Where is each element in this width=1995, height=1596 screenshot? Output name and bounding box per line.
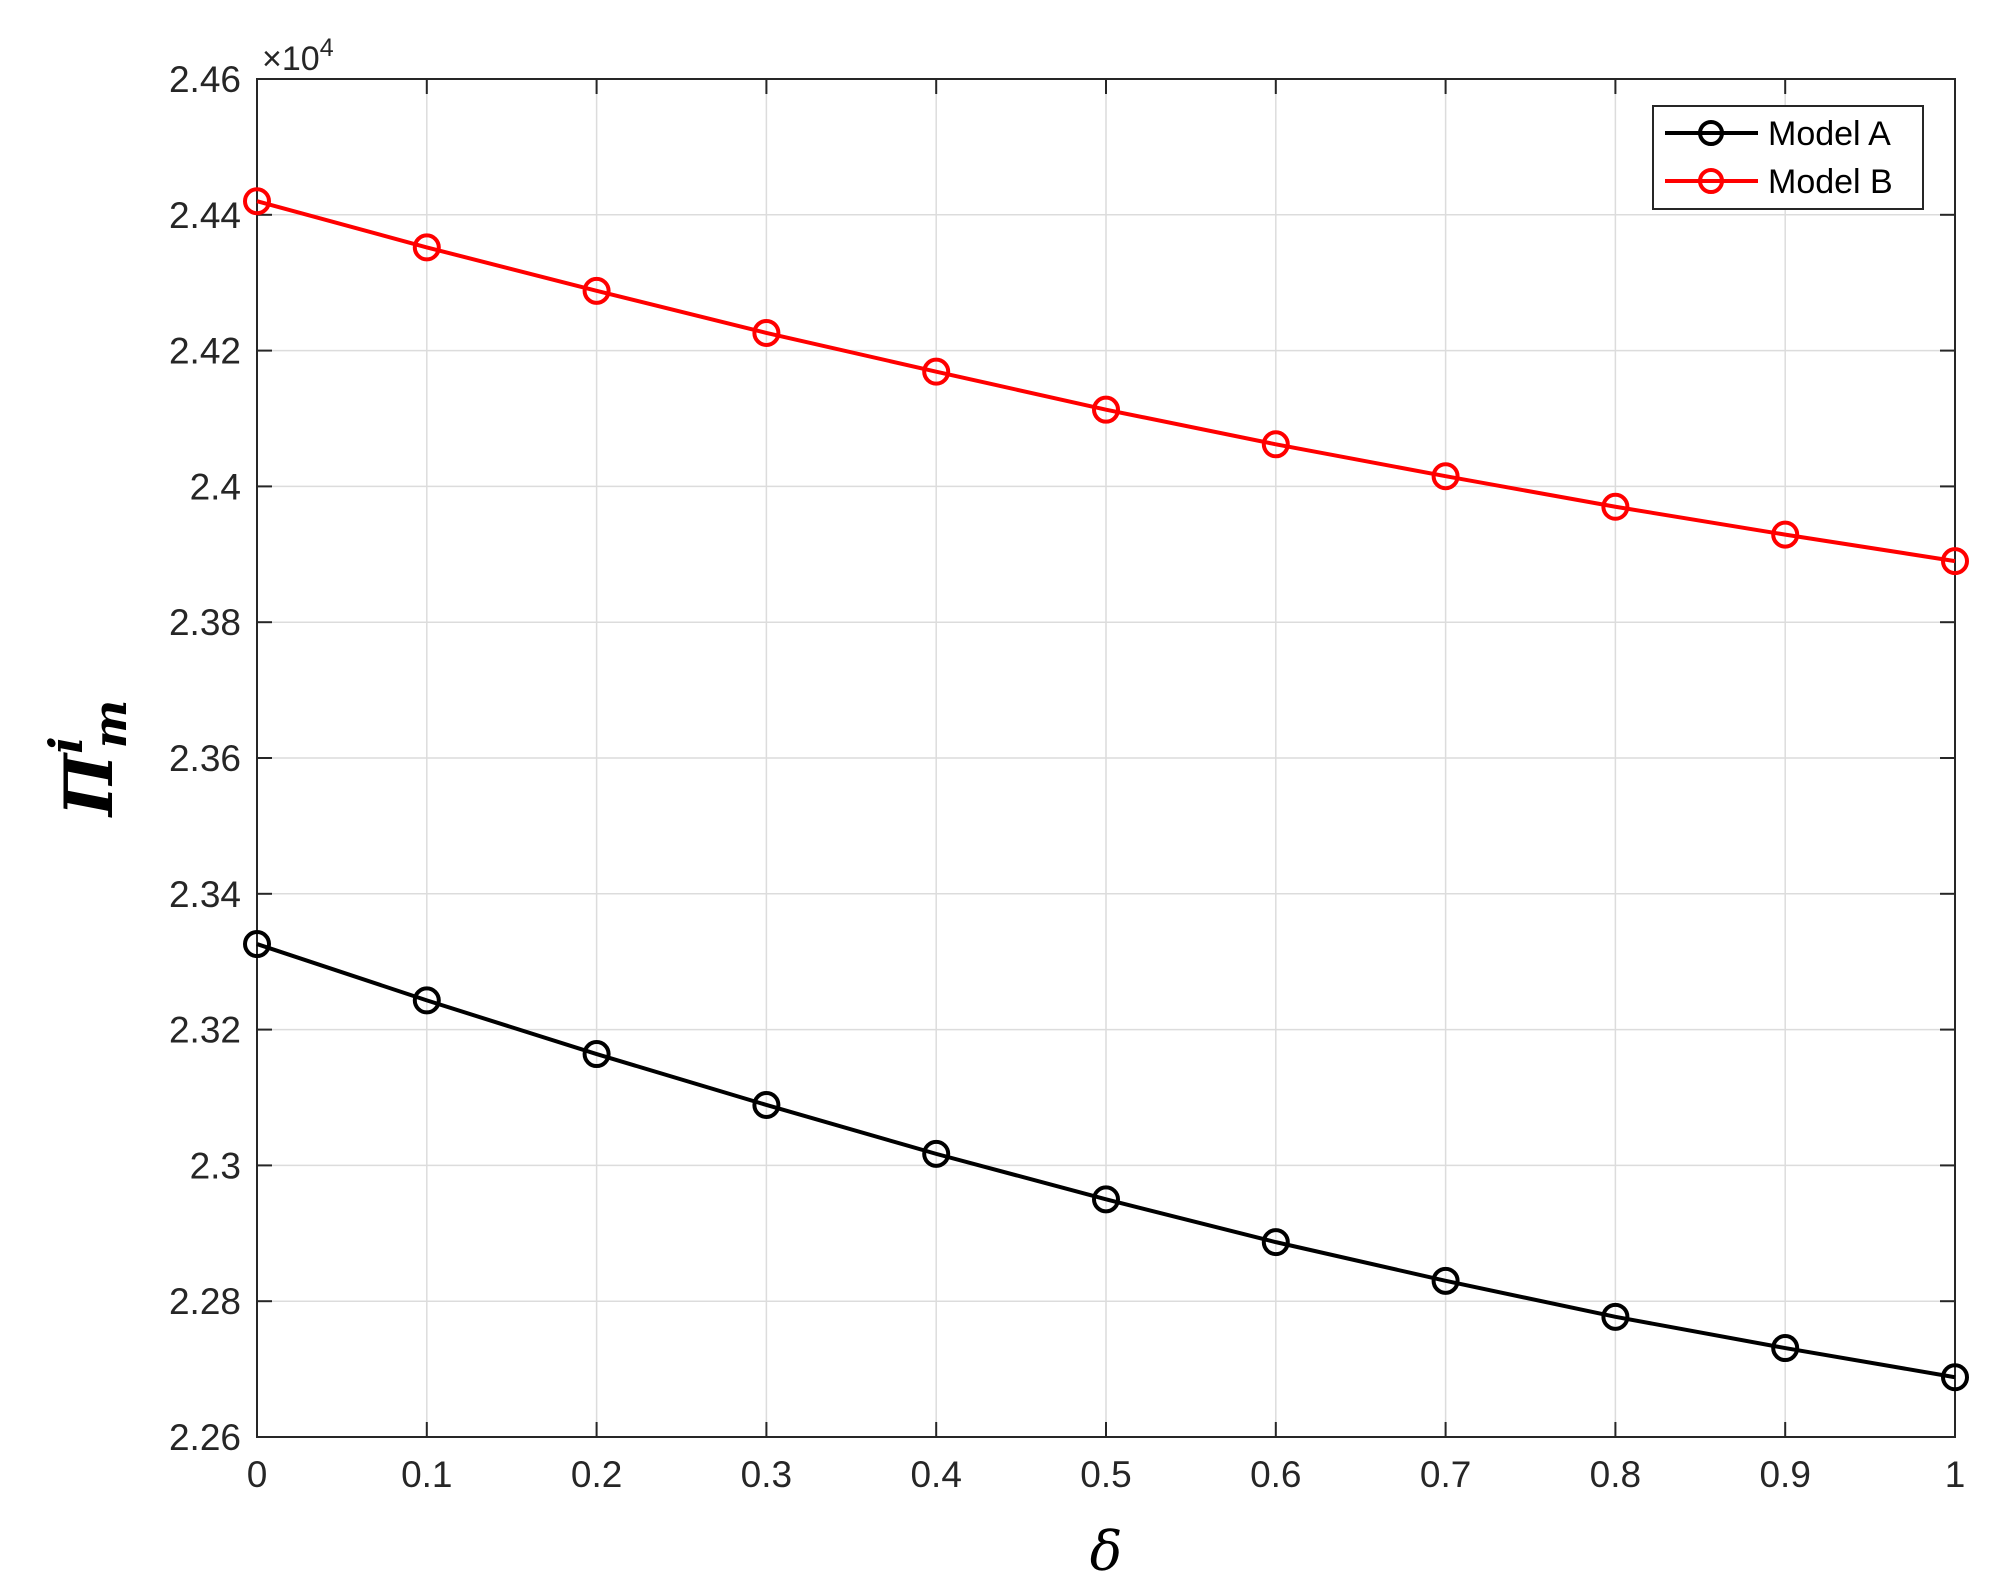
plot-frame xyxy=(256,78,1956,1438)
y-axis-title-superscript: i xyxy=(39,736,93,753)
y-tick-label: 2.32 xyxy=(169,1010,241,1051)
data-point-model-b xyxy=(243,187,271,216)
y-tick-label: 2.34 xyxy=(169,874,241,915)
x-tick-label: 0.9 xyxy=(1759,1454,1810,1495)
data-point-model-a xyxy=(1431,1266,1460,1295)
x-axis-title: δ xyxy=(1090,1520,1123,1583)
y-tick-label: 2.26 xyxy=(169,1417,241,1458)
y-tick-label: 2.46 xyxy=(169,59,241,100)
y-exponent-power: 4 xyxy=(320,34,334,62)
data-point-model-b xyxy=(1771,520,1800,549)
data-point-model-a xyxy=(752,1090,781,1119)
x-tick-label: 0.1 xyxy=(401,1454,452,1495)
data-point-model-a xyxy=(412,986,441,1015)
x-tick-label: 0.3 xyxy=(741,1454,792,1495)
data-point-model-b xyxy=(1431,462,1460,491)
data-point-model-a xyxy=(1601,1302,1630,1331)
legend-item-model-b: Model B xyxy=(1665,163,1893,201)
data-point-model-a xyxy=(243,930,271,959)
data-point-model-a xyxy=(922,1139,951,1168)
x-tick-label: 0.4 xyxy=(910,1454,961,1495)
y-exponent-label: ×104 xyxy=(262,34,334,78)
y-tick-label: 2.36 xyxy=(169,738,241,779)
legend: Model A Model B xyxy=(1652,105,1924,210)
x-tick-label: 0.5 xyxy=(1080,1454,1131,1495)
legend-marker-model-b xyxy=(1698,168,1724,194)
data-point-model-a xyxy=(582,1040,611,1069)
series-line-model-a xyxy=(256,942,1956,1380)
data-point-model-b xyxy=(1261,430,1290,459)
y-tick-label: 2.4 xyxy=(190,466,241,507)
y-axis-title-main: Π xyxy=(50,751,128,818)
y-exponent-prefix: ×10 xyxy=(262,40,320,78)
x-tick-label: 0.8 xyxy=(1590,1454,1641,1495)
y-tick-label: 2.44 xyxy=(169,195,241,236)
legend-item-model-a: Model A xyxy=(1665,115,1891,153)
svg-text:Πim: Πim xyxy=(39,700,137,819)
y-tick-label: 2.42 xyxy=(169,331,241,372)
series-line-model-b xyxy=(256,199,1956,564)
x-tick-label: 0.6 xyxy=(1250,1454,1301,1495)
legend-box xyxy=(1652,105,1924,210)
y-tick-labels: 2.26 2.28 2.3 2.32 2.34 2.36 2.38 2.4 2.42 2.44 2.… xyxy=(169,59,241,1458)
y-tick-label: 2.28 xyxy=(169,1281,241,1322)
legend-label-model-b: Model B xyxy=(1768,163,1893,201)
x-tick-label: 0 xyxy=(247,1454,268,1495)
y-tick-label: 2.38 xyxy=(169,602,241,643)
data-point-model-b xyxy=(1601,492,1630,521)
data-point-model-b xyxy=(412,233,441,262)
x-tick-labels: 0 0.1 0.2 0.3 0.4 0.5 0.6 0.7 0.8 0.9 1 xyxy=(247,1454,1966,1495)
data-point-model-b xyxy=(1092,395,1120,424)
data-point-model-a xyxy=(1092,1185,1120,1214)
x-tick-label: 0.2 xyxy=(571,1454,622,1495)
y-axis-title: Πim xyxy=(39,700,137,819)
y-axis-title-subscript: m xyxy=(83,700,137,749)
legend-marker-model-a xyxy=(1698,120,1724,146)
series-layer xyxy=(243,187,1969,1392)
data-point-model-b xyxy=(1941,547,1969,576)
data-point-model-b xyxy=(922,357,951,386)
data-point-model-a xyxy=(1261,1228,1290,1257)
data-point-model-a xyxy=(1771,1334,1800,1363)
data-point-model-b xyxy=(752,318,781,347)
x-tick-label: 0.7 xyxy=(1420,1454,1471,1495)
data-point-model-b xyxy=(582,276,611,305)
x-tick-label: 1 xyxy=(1945,1454,1966,1495)
y-tick-label: 2.3 xyxy=(190,1145,241,1186)
data-point-model-a xyxy=(1941,1363,1969,1392)
legend-label-model-a: Model A xyxy=(1768,115,1891,153)
